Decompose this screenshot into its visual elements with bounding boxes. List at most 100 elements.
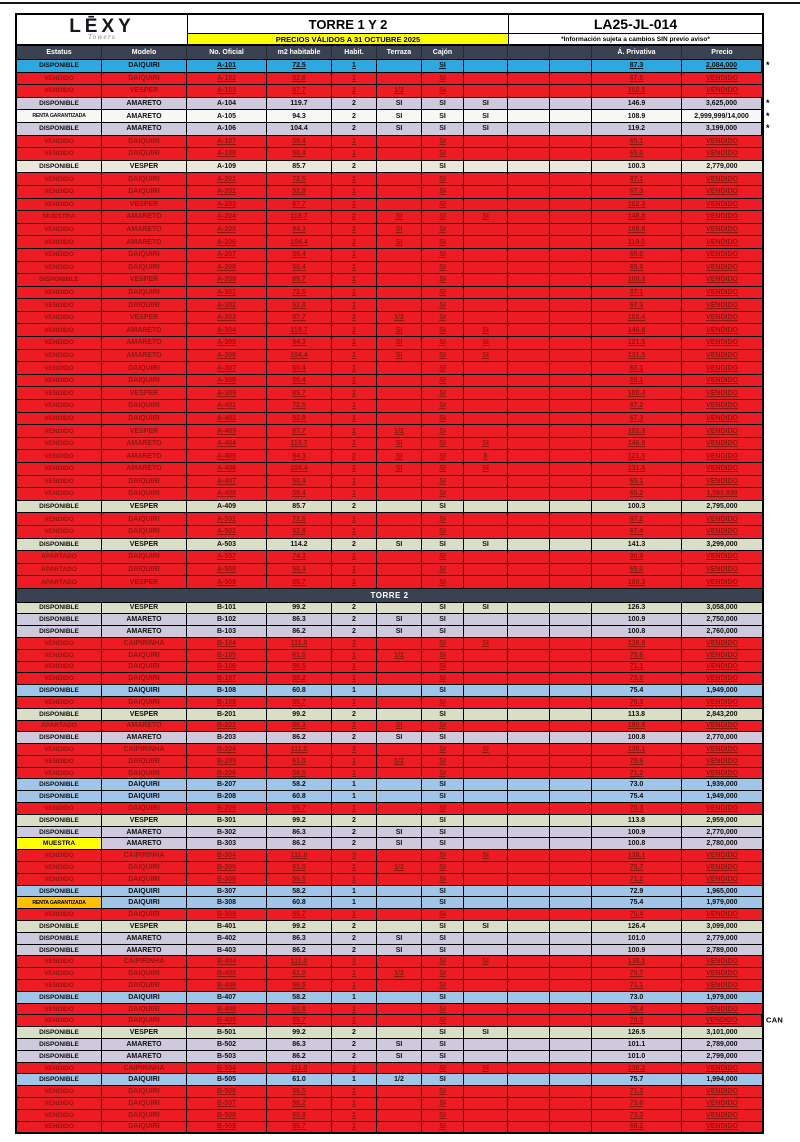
cell-modelo: AMARETO [102,1049,187,1062]
cell-terraza [377,743,422,755]
cell-m2: 114.2 [267,537,332,551]
cell-cajon: SI [422,96,464,110]
cell-blank [508,235,550,248]
cell-no-oficial: A-108 [187,147,267,160]
cell-terraza: SI [377,462,422,475]
table-row-B-308: RENTA GARANTIZADA DAIQUIRI B-308 60.8 1 SI 75.… [17,896,762,909]
cell-precio: 1,939,000 [682,778,762,791]
cell-precio: 1,979,000 [682,896,762,909]
table-row-B-307: DISPONIBLE DAIQUIRI B-307 58.2 1 SI 72.9 1,965,… [17,884,762,897]
cell-habit: 2 [332,1038,377,1050]
cell-extra [464,707,508,720]
cell-m2: 111.0 [267,636,332,649]
cell-habit: 2 [332,235,377,248]
cell-extra [464,285,508,299]
cell-no-oficial: A-202 [187,184,267,198]
cell-privativa: 102.5 [592,84,682,97]
cell-precio: VENDIDO [682,562,762,576]
cell-extra [464,1073,508,1086]
cell-precio: VENDIDO [682,373,762,387]
cell-precio: 2,843,200 [682,707,762,720]
cell-estatus: VENDIDO [17,323,102,337]
cell-cajon: SI [422,1014,464,1027]
cell-blank [550,1085,592,1097]
cell-modelo: VESPER [102,920,187,932]
cell-no-oficial: B-205 [187,754,267,767]
table-row-A-102: VENDIDO DAIQUIRI A-102 52.8 1 SI 67.5 VENDIDO [17,71,762,85]
cell-cajon: SI [422,766,464,779]
cell-privativa: 75.4 [592,896,682,909]
cell-blank [508,625,550,637]
cell-m2: 58.2 [267,884,332,897]
cell-precio: 2,795,000 [682,499,762,513]
cell-precio: 2,779,000 [682,159,762,173]
cell-precio: 2,770,000 [682,731,762,744]
cell-privativa: 138.2 [592,1061,682,1074]
cell-terraza [377,1120,422,1133]
cell-modelo: AMARETO [102,825,187,838]
cell-terraza: 1/2 [377,648,422,661]
cell-modelo: DAIQUIRI [102,1002,187,1015]
cell-privativa: 67.4 [592,524,682,538]
cell-blank [508,943,550,956]
cell-privativa: 138.1 [592,849,682,862]
cell-habit: 1 [332,298,377,311]
cell-precio: VENDIDO [682,172,762,185]
cell-estatus: RENTA GARANTIZADA [17,109,102,122]
cell-blank [550,837,592,850]
cell-privativa: 71.2 [592,872,682,885]
cell-privativa: 67.3 [592,298,682,311]
table-row-B-506: VENDIDO DAIQUIRI B-506 56.5 1 SI 71.2 VENDIDO [17,1085,762,1097]
cell-m2: 104.4 [267,348,332,362]
cell-terraza: SI [377,323,422,337]
cell-m2: 60.8 [267,684,332,696]
table-row-B-306: VENDIDO DAIQUIRI B-306 56.5 1 SI 71.2 VENDIDO [17,872,762,885]
cell-m2: 52.8 [267,71,332,85]
cell-extra [464,310,508,324]
cell-habit: 1 [332,790,377,803]
cell-no-oficial: B-404 [187,955,267,968]
cell-precio: VENDIDO [682,310,762,324]
price-validity-banner: PRECIOS VÁLIDOS A 31 OCTUBRE 2025 [187,33,508,44]
cell-estatus: DISPONIBLE [17,625,102,637]
cell-no-oficial: B-203 [187,731,267,744]
cell-extra: SI [464,955,508,968]
cell-extra [464,373,508,387]
cell-modelo: DAIQUIRI [102,1085,187,1097]
cell-estatus: DISPONIBLE [17,121,102,135]
cell-precio: VENDIDO [682,979,762,991]
cell-blank [550,361,592,374]
cell-estatus: VENDIDO [17,84,102,97]
cell-habit: 2 [332,386,377,400]
cell-privativa: 100.8 [592,837,682,850]
cell-no-oficial: A-509 [187,575,267,588]
cell-no-oficial: B-308 [187,896,267,909]
cell-habit: 2 [332,96,377,110]
cell-blank [508,210,550,223]
cell-blank [508,743,550,755]
cell-blank [550,298,592,311]
cell-blank [508,399,550,412]
cell-estatus: DISPONIBLE [17,499,102,513]
table-row-B-405: VENDIDO DAIQUIRI B-405 61.0 1 1/2 SI 75.7 VENDID… [17,967,762,980]
cell-privativa: 87.2 [592,399,682,412]
table-row-B-201: DISPONIBLE VESPER B-201 99.2 2 SI 113.8 2,843,2… [17,707,762,720]
cell-extra [464,512,508,525]
cell-blank [550,990,592,1003]
cell-precio: VENDIDO [682,719,762,732]
cell-privativa: 101.1 [592,1038,682,1050]
cell-blank [508,707,550,720]
cell-cajon: SI [422,59,464,72]
cell-privativa: 87.2 [592,512,682,525]
table-row-B-305: VENDIDO DAIQUIRI B-305 61.0 1 1/2 SI 75.7 VENDID… [17,861,762,873]
cell-estatus: VENDIDO [17,336,102,349]
cell-m2: 58.2 [267,778,332,791]
cell-terraza [377,59,422,72]
cell-extra: SI [464,336,508,349]
cell-precio: VENDIDO [682,1061,762,1074]
cell-privativa: 100.9 [592,719,682,732]
cell-blank [508,562,550,576]
cell-blank [550,524,592,538]
table-row-A-301: VENDIDO DAIQUIRI A-301 72.5 1 SI 87.1 VENDIDO [17,285,762,299]
cell-blank [508,849,550,862]
